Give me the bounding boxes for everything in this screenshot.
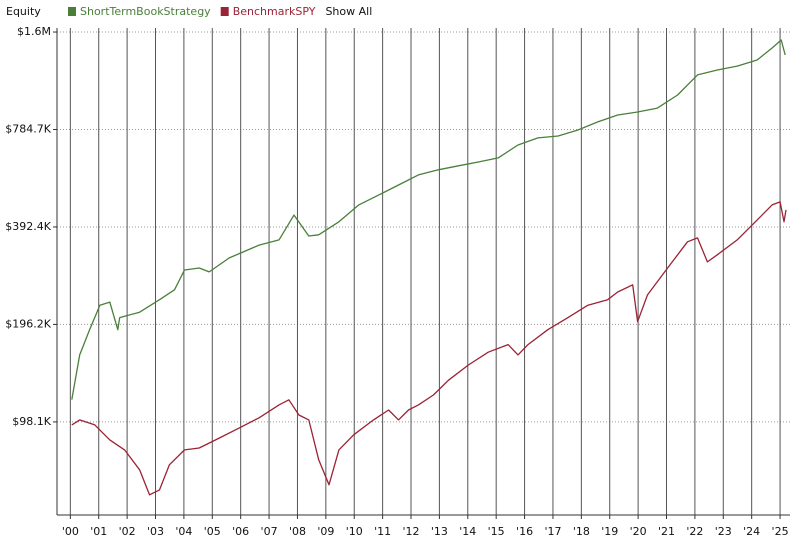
x-tick-label: '11 bbox=[374, 525, 391, 538]
x-tick-label: '10 bbox=[346, 525, 363, 538]
x-tick-label: '18 bbox=[573, 525, 590, 538]
x-tick-label: '06 bbox=[232, 525, 249, 538]
legend-label[interactable]: ShortTermBookStrategy bbox=[80, 5, 211, 18]
series-line bbox=[71, 201, 787, 496]
x-tick-label: '00 bbox=[62, 525, 79, 538]
x-tick-label: '09 bbox=[317, 525, 334, 538]
x-tick-label: '02 bbox=[119, 525, 136, 538]
y-tick-label: $1.6M bbox=[17, 25, 51, 38]
x-tick-label: '19 bbox=[601, 525, 618, 538]
x-tick-label: '21 bbox=[658, 525, 675, 538]
x-tick-label: '05 bbox=[204, 525, 221, 538]
x-tick-label: '22 bbox=[686, 525, 703, 538]
series-line bbox=[71, 39, 786, 400]
y-tick-label: $784.7K bbox=[5, 123, 51, 136]
y-tick-label: $98.1K bbox=[12, 415, 51, 428]
x-tick-label: '03 bbox=[147, 525, 164, 538]
x-tick-label: '17 bbox=[544, 525, 561, 538]
x-tick-label: '14 bbox=[459, 525, 476, 538]
x-tick-label: '04 bbox=[175, 525, 192, 538]
x-tick-label: '01 bbox=[90, 525, 107, 538]
x-tick-label: '16 bbox=[516, 525, 533, 538]
x-tick-label: '20 bbox=[630, 525, 647, 538]
legend-label[interactable]: BenchmarkSPY bbox=[233, 5, 316, 18]
legend-swatch bbox=[68, 7, 76, 16]
x-tick-label: '23 bbox=[715, 525, 732, 538]
x-tick-label: '12 bbox=[402, 525, 419, 538]
x-tick-label: '25 bbox=[772, 525, 789, 538]
y-tick-label: $392.4K bbox=[5, 220, 51, 233]
x-tick-label: '13 bbox=[431, 525, 448, 538]
legend-swatch bbox=[220, 7, 229, 16]
y-tick-label: $196.2K bbox=[5, 317, 51, 330]
x-tick-label: '07 bbox=[261, 525, 278, 538]
show-all-button[interactable]: Show All bbox=[325, 5, 372, 18]
x-tick-label: '24 bbox=[743, 525, 760, 538]
x-tick-label: '15 bbox=[488, 525, 505, 538]
x-tick-label: '08 bbox=[289, 525, 306, 538]
y-axis-title: Equity bbox=[6, 5, 41, 18]
